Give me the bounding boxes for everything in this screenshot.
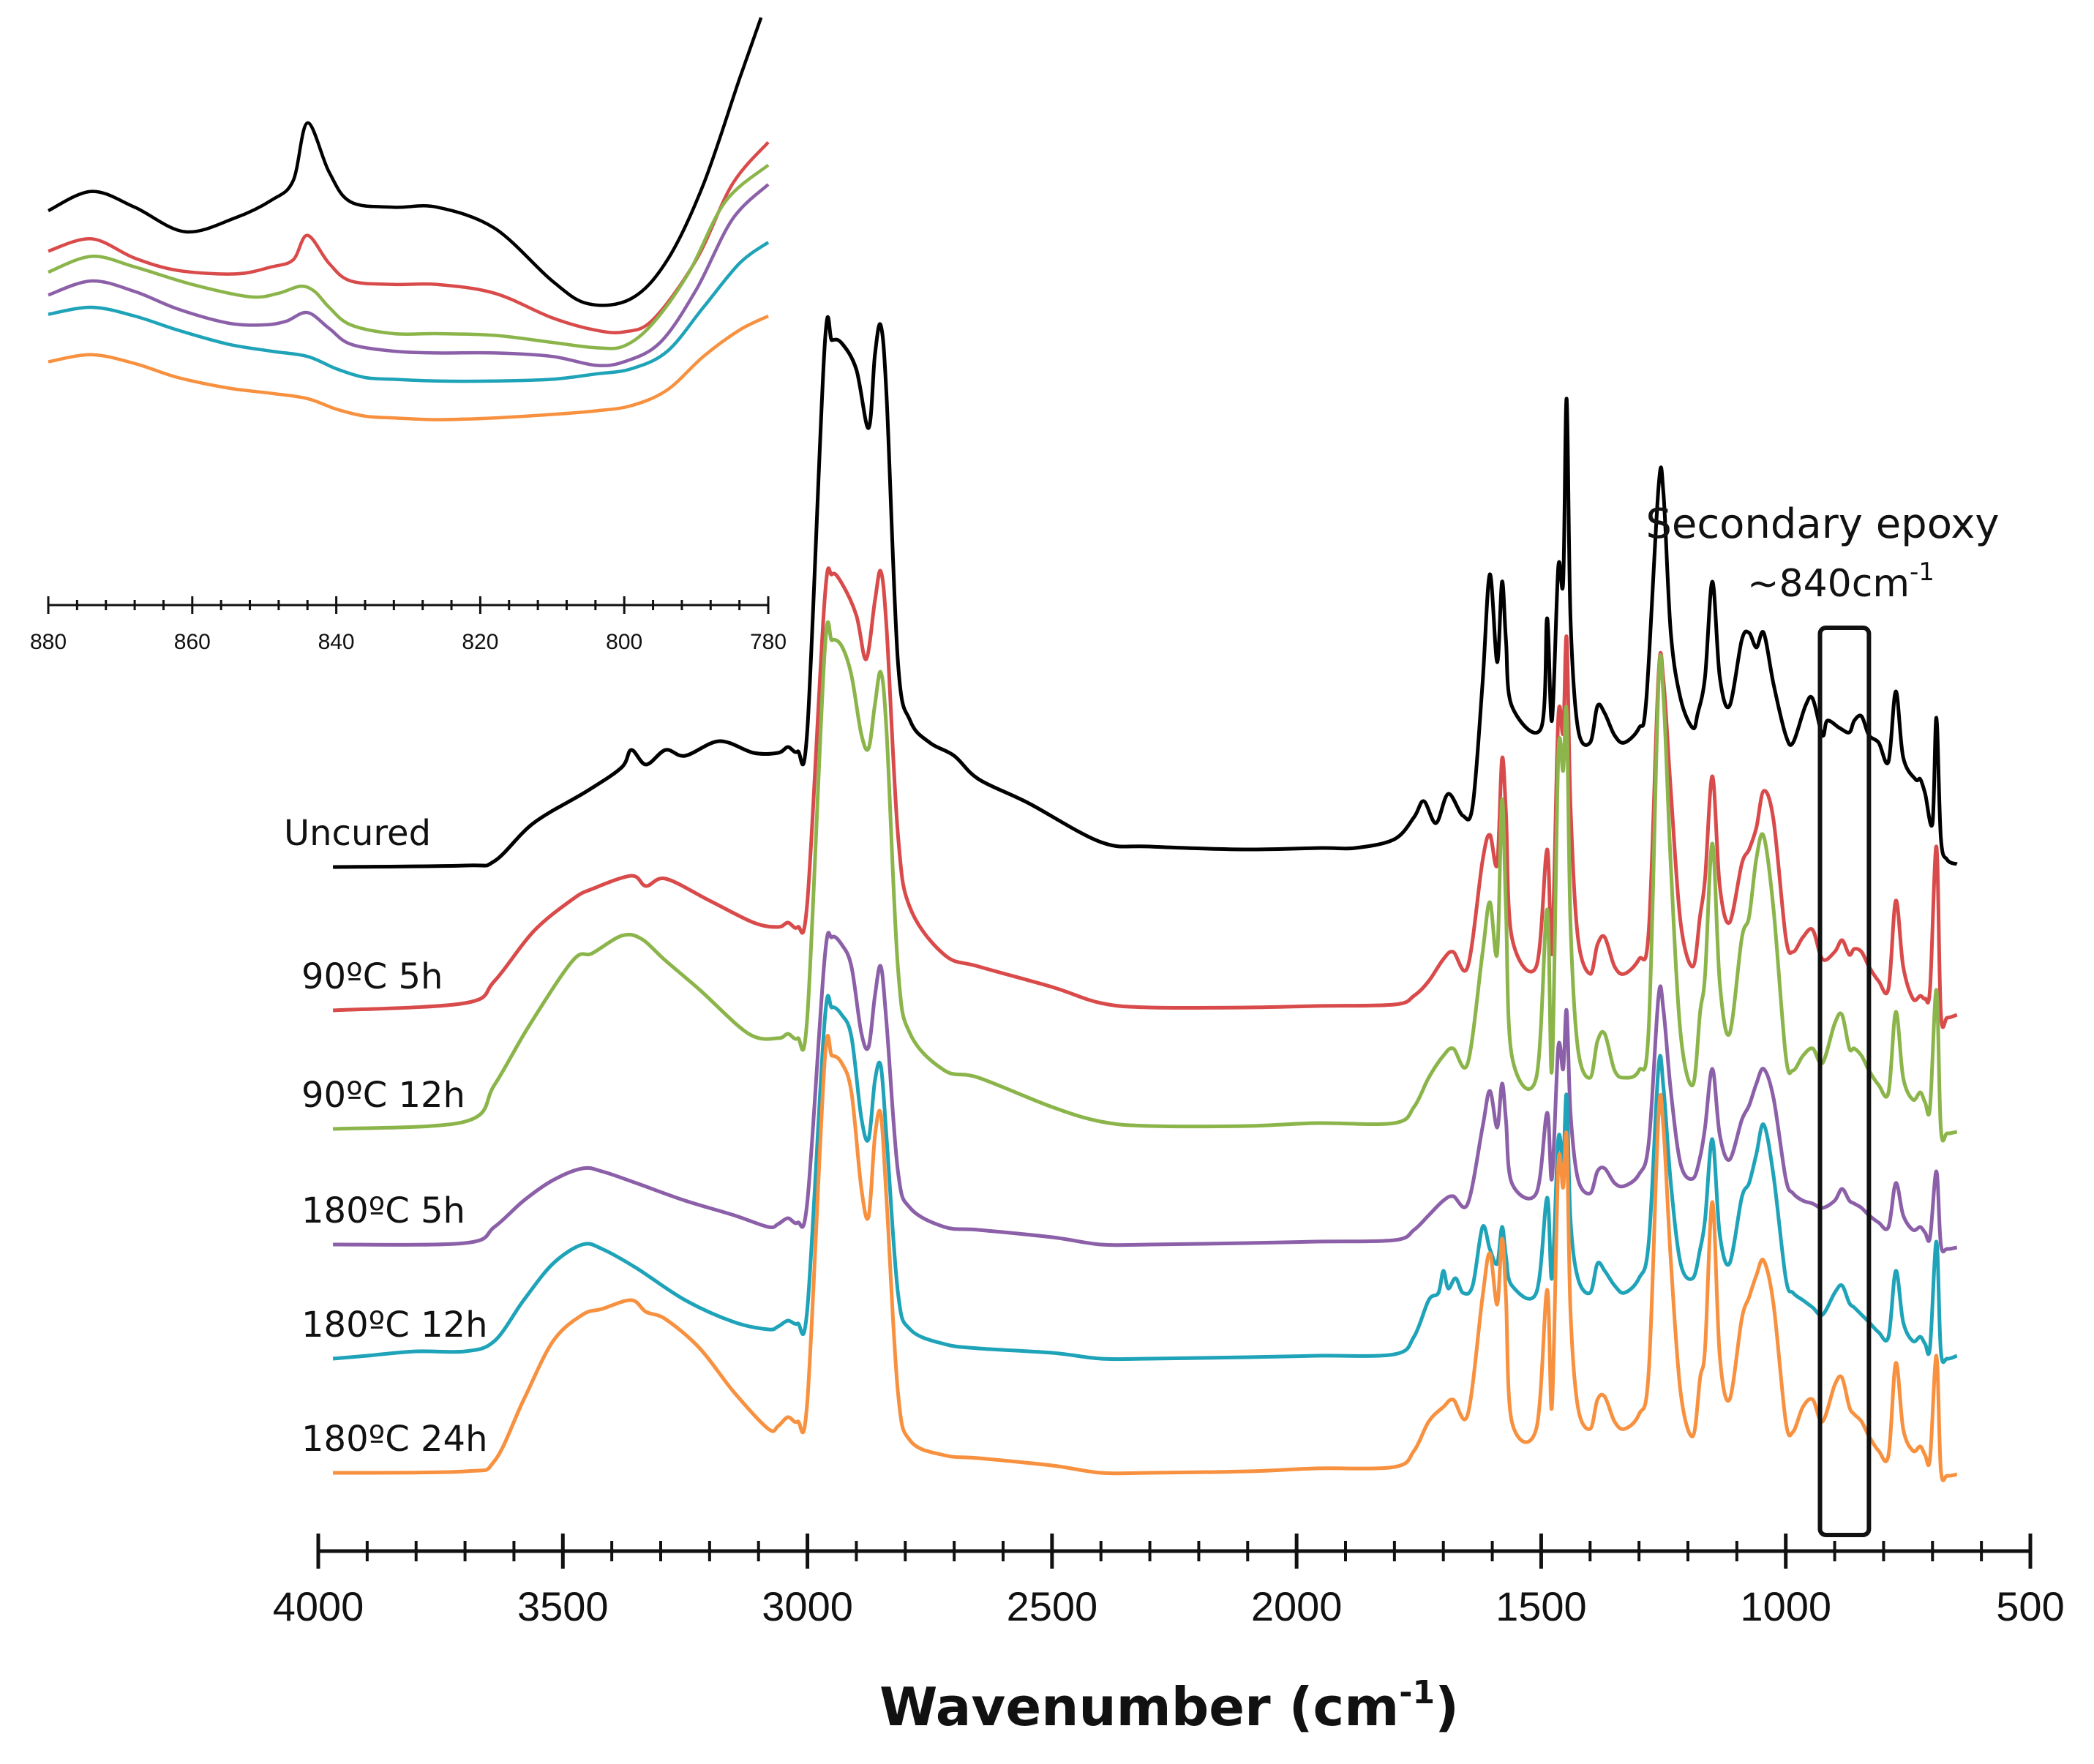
inset-series-line-180cc-24h bbox=[48, 314, 769, 421]
inset-series-line-180cc-5h bbox=[48, 183, 770, 367]
series-label-uncured: Uncured bbox=[284, 813, 431, 854]
inset-tick-label-860: 860 bbox=[174, 630, 211, 654]
x-tick-label-3500: 3500 bbox=[517, 1583, 609, 1629]
inset-tick-label-780: 780 bbox=[750, 630, 787, 654]
x-tick-label-500: 500 bbox=[1996, 1583, 2064, 1629]
inset-tick-label-880: 880 bbox=[30, 630, 67, 654]
series-label-180cc-5h: 180ºC 5h bbox=[301, 1190, 465, 1231]
series-line-180cc-5h bbox=[333, 931, 1958, 1253]
series-line-180cc-12h bbox=[332, 994, 1958, 1365]
series-label-90cc-12h: 90ºC 12h bbox=[301, 1075, 465, 1116]
x-tick-label-1000: 1000 bbox=[1740, 1583, 1831, 1629]
inset-series-line-90cc-5h bbox=[48, 140, 770, 334]
secondary-epoxy-highlight-box bbox=[1817, 626, 1872, 1537]
inset-series-line-uncured bbox=[47, 17, 763, 307]
secondary-epoxy-wavenumber-label: ~840cm-1 bbox=[1747, 558, 1934, 606]
x-tick-label-3000: 3000 bbox=[762, 1583, 853, 1629]
inset-x-axis: 880 860 840 820 800 780 bbox=[30, 596, 787, 654]
main-x-axis: 4000 3500 3000 2500 2000 1500 1000 500 bbox=[273, 1534, 2065, 1629]
inset-series-line-90cc-12h bbox=[48, 163, 770, 350]
inset-tick-label-820: 820 bbox=[462, 630, 498, 654]
inset-tick-label-840: 840 bbox=[318, 630, 355, 654]
series-line-90cc-5h bbox=[332, 566, 1958, 1029]
inset-series-line-180cc-12h bbox=[48, 241, 770, 383]
series-label-180cc-24h: 180ºC 24h bbox=[301, 1419, 488, 1460]
x-tick-label-2000: 2000 bbox=[1251, 1583, 1343, 1629]
inset-chart-series bbox=[47, 17, 770, 421]
x-tick-label-2500: 2500 bbox=[1007, 1583, 1098, 1629]
secondary-epoxy-label: Secondary epoxy bbox=[1645, 500, 1999, 548]
series-label-90cc-5h: 90ºC 5h bbox=[301, 956, 443, 997]
series-label-180cc-12h: 180ºC 12h bbox=[301, 1305, 488, 1345]
main-series-labels: Uncured 90ºC 5h 90ºC 12h 180ºC 5h 180ºC 12h 1… bbox=[284, 813, 488, 1460]
x-tick-label-4000: 4000 bbox=[273, 1583, 364, 1629]
series-line-90cc-12h bbox=[332, 620, 1958, 1143]
x-axis-title: Wavenumber (cm-1) bbox=[879, 1674, 1459, 1738]
x-tick-label-1500: 1500 bbox=[1496, 1583, 1587, 1629]
inset-tick-label-800: 800 bbox=[606, 630, 642, 654]
